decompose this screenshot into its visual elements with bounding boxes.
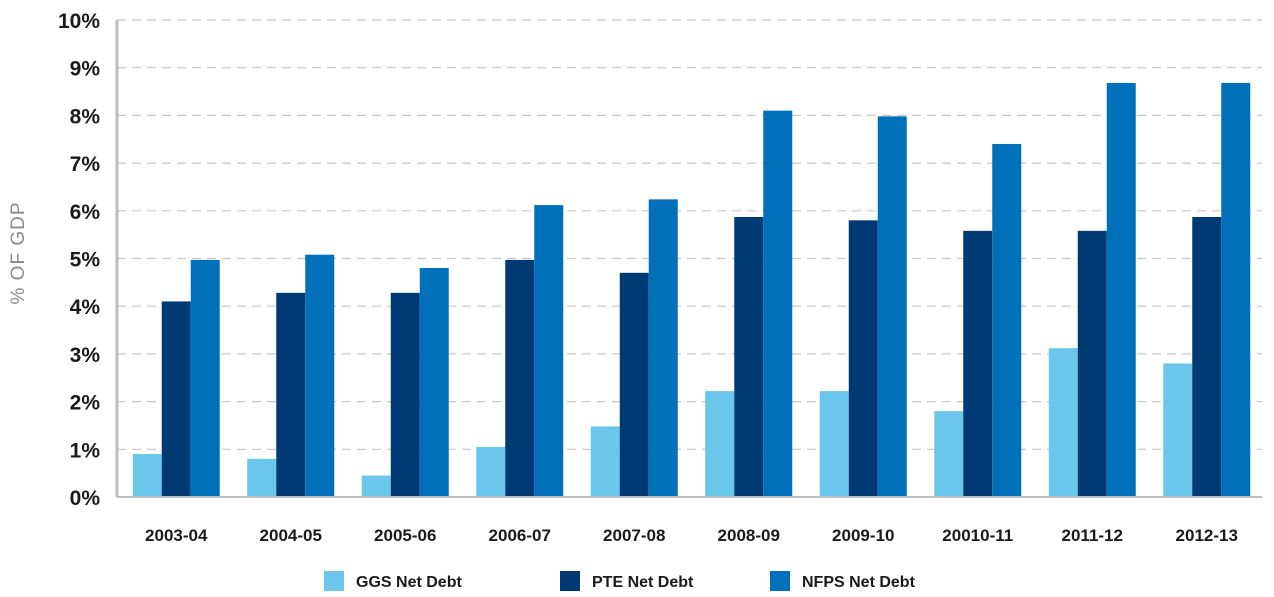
y-tick-label: 1% (70, 439, 101, 462)
bar-pte-net-debt-20010-11 (963, 230, 993, 498)
bar-pte-net-debt-2004-05 (276, 292, 306, 497)
bar-pte-net-debt-2011-12 (1077, 230, 1107, 498)
x-tick-label: 2005-06 (374, 526, 436, 545)
legend-label: NFPS Net Debt (802, 574, 916, 591)
x-tick-label: 2012-13 (1176, 526, 1238, 545)
bar-ggs-net-debt-2009-10 (819, 391, 849, 497)
bar-ggs-net-debt-2011-12 (1048, 348, 1078, 497)
y-axis-ticks: 0% 1% 2% 3% 4% 5% 6% 7% 8% 9% 10% (58, 10, 100, 510)
bar-nfps-net-debt-20010-11 (992, 144, 1022, 497)
y-tick-label: 2% (70, 392, 101, 415)
bar-pte-net-debt-2005-06 (390, 292, 420, 497)
x-tick-label: 2008-09 (718, 526, 780, 545)
bar-nfps-net-debt-2004-05 (305, 254, 335, 497)
bar-ggs-net-debt-20010-11 (934, 411, 964, 497)
bar-nfps-net-debt-2011-12 (1106, 82, 1136, 498)
legend-label: GGS Net Debt (356, 574, 462, 591)
x-tick-label: 20010-11 (942, 526, 1013, 545)
bar-nfps-net-debt-2009-10 (877, 116, 907, 497)
y-tick-label: 0% (70, 487, 101, 510)
x-axis-ticks: 2003-04 2004-05 2005-06 2006-07 2007-08 2008-… (145, 526, 1238, 545)
bar-nfps-net-debt-2012-13 (1221, 82, 1251, 498)
y-tick-label: 3% (70, 344, 101, 367)
x-tick-label: 2009-10 (832, 526, 894, 545)
bar-nfps-net-debt-2005-06 (419, 268, 449, 497)
bars (132, 82, 1251, 498)
y-tick-label: 5% (70, 249, 101, 272)
bar-pte-net-debt-2009-10 (848, 220, 878, 497)
bar-nfps-net-debt-2008-09 (763, 110, 793, 497)
bar-ggs-net-debt-2003-04 (132, 454, 162, 497)
x-tick-label: 2006-07 (489, 526, 551, 545)
x-tick-label: 2011-12 (1062, 526, 1123, 545)
legend-swatch (560, 571, 580, 591)
y-tick-label: 10% (58, 10, 100, 33)
bar-ggs-net-debt-2006-07 (476, 446, 506, 497)
y-tick-label: 7% (70, 153, 101, 176)
bar-pte-net-debt-2007-08 (619, 272, 649, 497)
y-tick-label: 9% (70, 58, 101, 81)
gridlines (117, 19, 1262, 450)
y-tick-label: 4% (70, 296, 101, 319)
bar-ggs-net-debt-2008-09 (705, 391, 735, 497)
x-tick-label: 2003-04 (145, 526, 208, 545)
bar-nfps-net-debt-2007-08 (648, 199, 678, 498)
y-tick-label: 6% (70, 201, 101, 224)
legend-swatch (770, 571, 790, 591)
bar-pte-net-debt-2012-13 (1192, 217, 1222, 497)
x-tick-label: 2004-05 (260, 526, 322, 545)
bar-ggs-net-debt-2007-08 (590, 426, 620, 497)
bar-pte-net-debt-2003-04 (161, 301, 191, 497)
y-tick-label: 8% (70, 105, 101, 128)
bar-ggs-net-debt-2004-05 (247, 458, 277, 497)
bar-pte-net-debt-2008-09 (734, 217, 764, 497)
x-tick-label: 2007-08 (603, 526, 665, 545)
bar-ggs-net-debt-2012-13 (1163, 363, 1193, 497)
bar-nfps-net-debt-2003-04 (190, 259, 220, 497)
bar-nfps-net-debt-2006-07 (534, 205, 564, 498)
y-axis-label: % OF GDP (8, 201, 29, 304)
legend-label: PTE Net Debt (592, 574, 694, 591)
bar-ggs-net-debt-2005-06 (361, 475, 391, 497)
legend-swatch (324, 571, 344, 591)
legend: GGS Net Debt PTE Net Debt NFPS Net Debt (324, 571, 916, 591)
bar-pte-net-debt-2006-07 (505, 259, 535, 497)
